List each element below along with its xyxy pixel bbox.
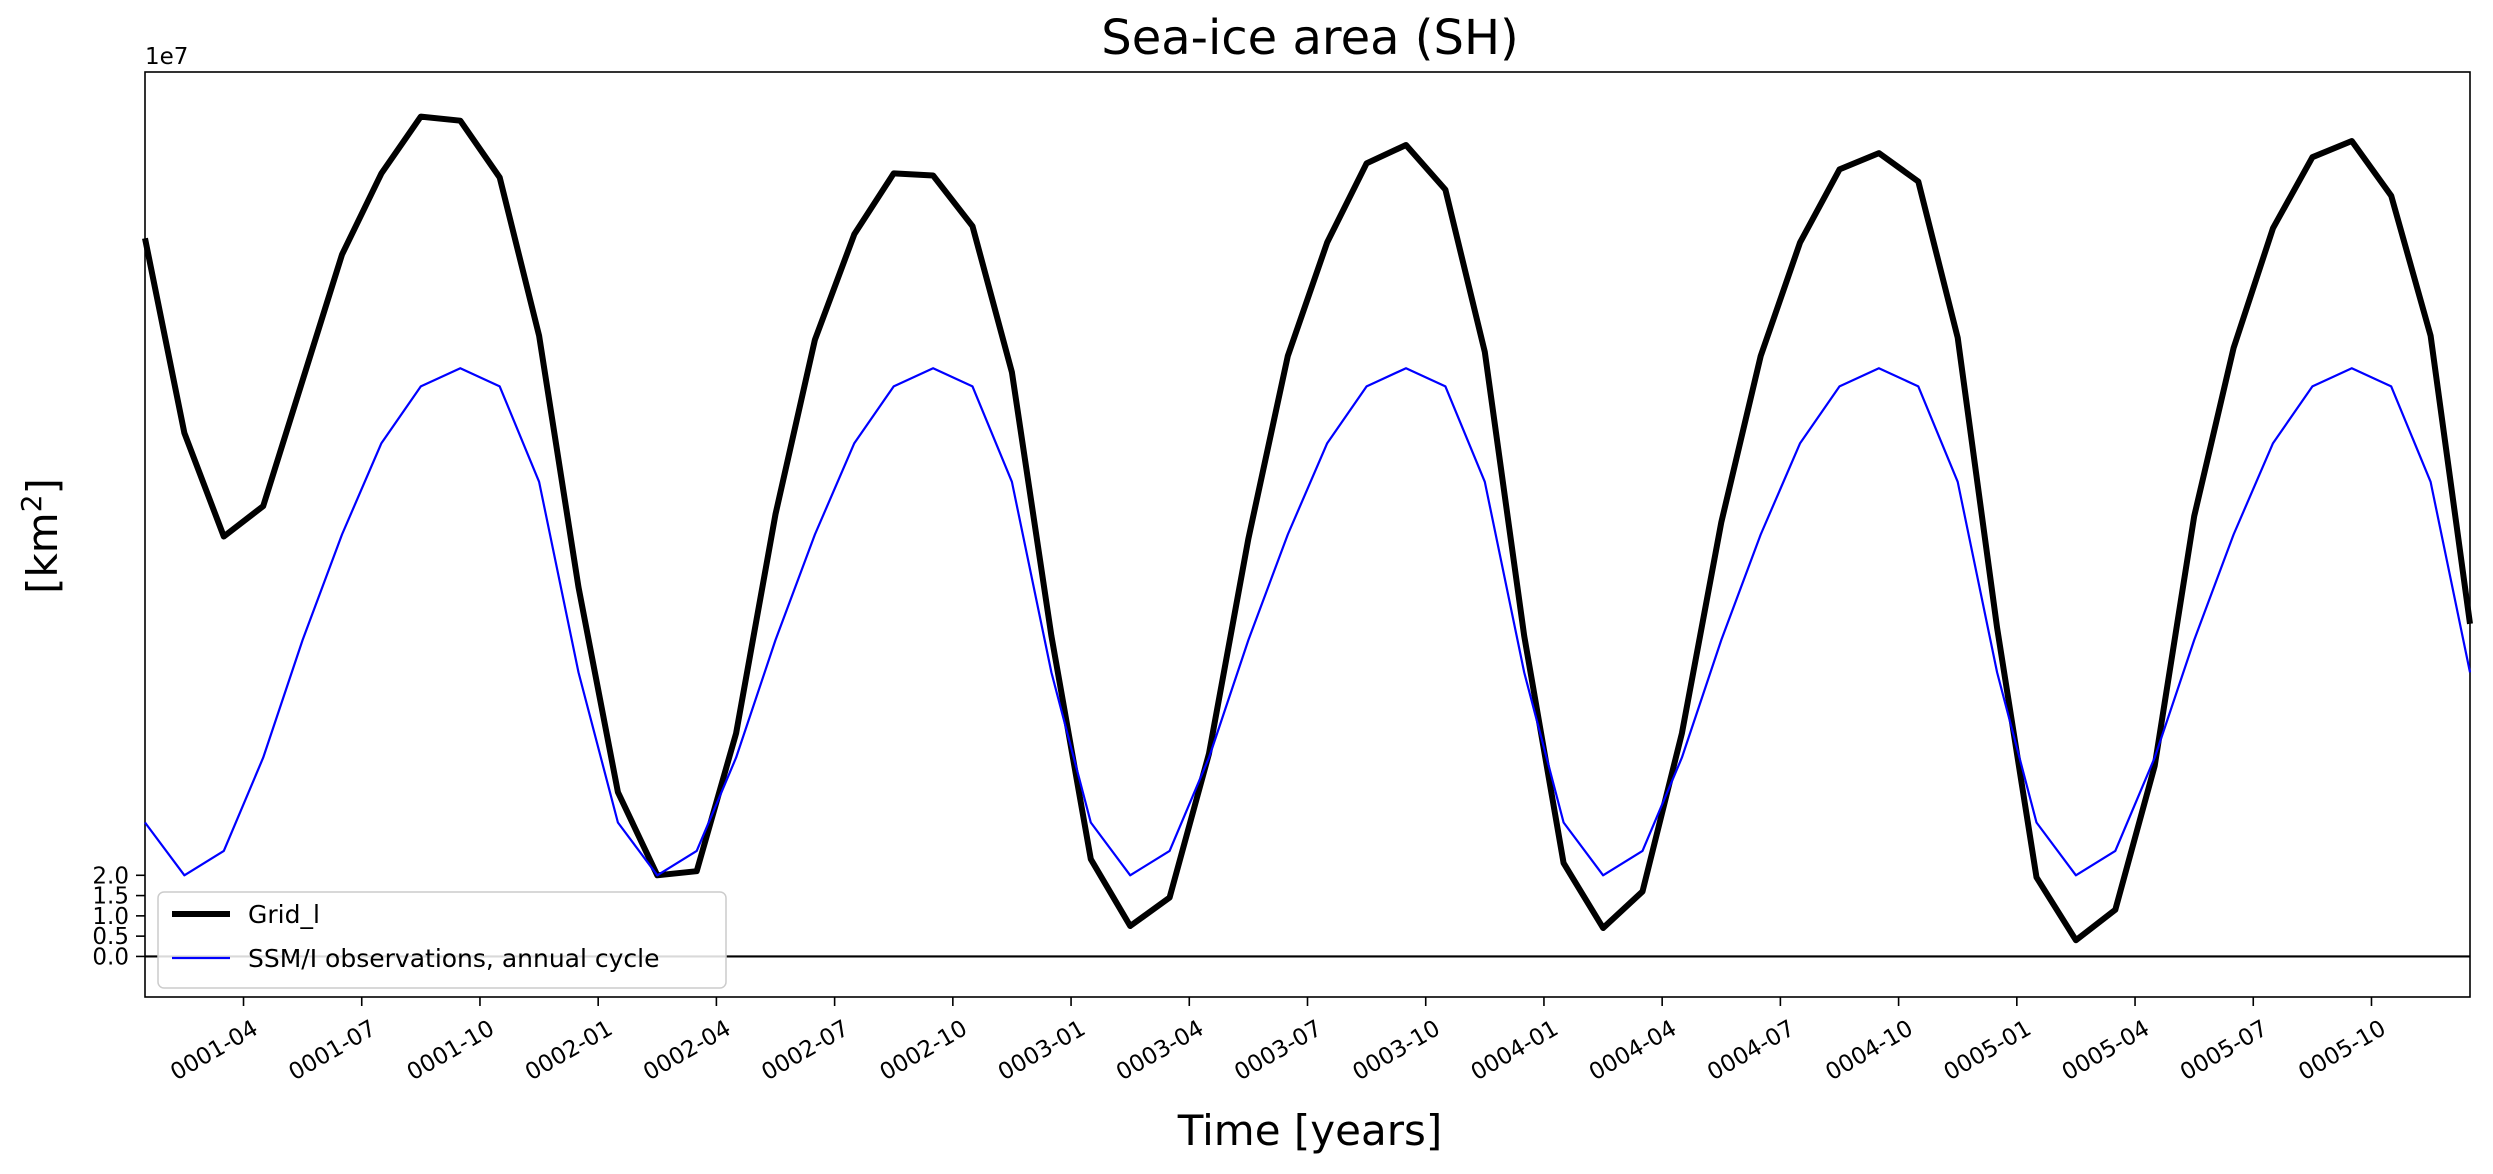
series-line-grid-l [142,113,2473,944]
legend: Grid_l SSM/I observations, annual cycle [157,891,727,989]
chart-title: Sea-ice area (SH) [1101,10,1519,66]
legend-box [157,891,727,989]
y-tick-label: 2.0 [92,863,129,889]
legend-label-ssmi: SSM/I observations, annual cycle [248,944,660,973]
y-axis-ticks: 0.00.51.01.52.0 [92,863,145,970]
legend-label-grid-l: Grid_l [248,900,320,929]
y-axis-label-superscript: 2 [15,494,48,512]
y-tick-label: 0.5 [92,924,129,950]
y-axis-label: [km2] [15,478,67,594]
y-tick-label: 1.5 [92,884,129,910]
y-axis-label-close: ] [18,478,67,494]
y-tick-label: 1.0 [92,904,129,930]
y-tick-label: 0.0 [92,944,129,970]
x-axis-label: Time [years] [1177,1106,1443,1155]
y-offset-text: 1e7 [145,44,188,70]
y-axis-label-main: [km [18,512,67,594]
series-line-ssmi-observations [144,367,2472,877]
